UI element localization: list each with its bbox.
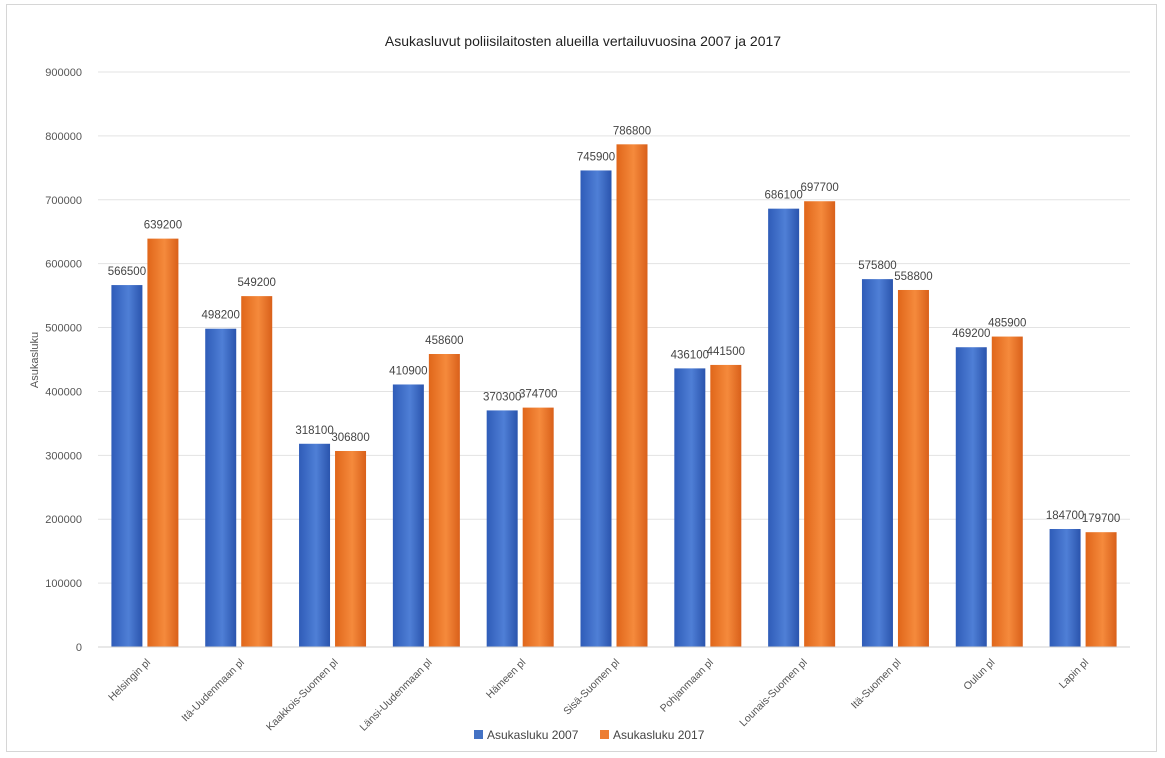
x-category-label: Lounais-Suomen pl	[737, 657, 809, 729]
data-label: 549200	[238, 277, 276, 289]
data-label: 745900	[577, 151, 615, 163]
data-label: 306800	[331, 432, 369, 444]
bar-2017	[335, 450, 367, 647]
y-tick-label: 900000	[45, 67, 82, 79]
x-axis-categories: Helsingin pl Itä-Uudenmaan pl Kaakkois-Suo…	[106, 657, 1091, 734]
legend-swatch	[474, 730, 483, 739]
chart-title: Asukasluvut poliisilaitosten alueilla ve…	[385, 33, 781, 49]
data-label: 410900	[389, 365, 427, 377]
legend-swatch	[600, 730, 609, 739]
x-category-label: Kaakkois-Suomen pl	[264, 657, 341, 734]
bar-2017	[428, 354, 460, 647]
y-tick-label: 0	[76, 642, 82, 654]
bar-2007	[299, 443, 331, 647]
data-label: 469200	[952, 328, 990, 340]
data-label: 374700	[519, 389, 557, 401]
y-axis-label: Asukasluku	[29, 332, 41, 388]
data-label: 639200	[144, 220, 182, 232]
bar-2007	[1049, 528, 1081, 647]
legend-label: Asukasluku 2017	[613, 728, 705, 742]
bar-2007	[861, 279, 893, 647]
data-label: 558800	[894, 271, 932, 283]
legend: Asukasluku 2007 Asukasluku 2017	[474, 728, 705, 742]
data-label: 370300	[483, 391, 521, 403]
x-category-label: Sisä-Suomen pl	[561, 657, 622, 718]
x-category-label: Hämeen pl	[484, 657, 528, 701]
data-label: 441500	[707, 346, 745, 358]
bar-2007	[486, 410, 518, 647]
y-tick-label: 200000	[45, 514, 82, 526]
data-label: 786800	[613, 125, 651, 137]
bar-2017	[522, 407, 554, 647]
x-category-label: Helsingin pl	[106, 657, 153, 704]
bar-2017	[147, 238, 179, 647]
bar-2007	[392, 384, 424, 647]
bar-2017	[804, 201, 836, 647]
y-tick-label: 800000	[45, 131, 82, 143]
y-tick-label: 100000	[45, 578, 82, 590]
bar-2007	[768, 208, 800, 648]
bar-2007	[580, 170, 612, 648]
y-tick-label: 400000	[45, 386, 82, 398]
bar-2007	[205, 328, 237, 647]
x-category-label: Pohjanmaan pl	[658, 657, 716, 715]
legend-label: Asukasluku 2007	[487, 728, 579, 742]
data-label: 184700	[1046, 510, 1084, 522]
y-tick-label: 500000	[45, 323, 82, 335]
y-tick-label: 600000	[45, 259, 82, 271]
x-category-label: Lapin pl	[1057, 657, 1091, 691]
bar-2017	[241, 296, 273, 647]
data-label: 498200	[202, 310, 240, 322]
data-label: 686100	[764, 190, 802, 202]
data-label: 318100	[295, 425, 333, 437]
bar-2017	[897, 289, 929, 647]
y-tick-label: 700000	[45, 195, 82, 207]
bar-2017	[616, 144, 648, 648]
data-label: 697700	[800, 182, 838, 194]
y-tick-label: 300000	[45, 450, 82, 462]
data-label: 575800	[858, 260, 896, 272]
data-label: 458600	[425, 335, 463, 347]
bar-2017	[710, 364, 742, 647]
x-category-label: Itä-Uudenmaan pl	[179, 657, 247, 725]
bar-2017	[1085, 532, 1117, 647]
data-label: 566500	[108, 266, 146, 278]
bar-2017	[991, 336, 1023, 647]
bar-2007	[955, 347, 987, 647]
x-category-label: Oulun pl	[961, 657, 997, 693]
x-category-label: Itä-Suomen pl	[849, 657, 904, 712]
data-label: 436100	[671, 349, 709, 361]
data-label: 179700	[1082, 513, 1120, 525]
x-category-label: Länsi-Uudenmaan pl	[357, 657, 434, 734]
data-label: 485900	[988, 318, 1026, 330]
bar-2007	[111, 285, 143, 647]
bar-2007	[674, 368, 706, 647]
y-axis-ticks: 0 100000 200000 300000 400000 500000 600000 700…	[45, 67, 82, 654]
bars	[111, 144, 1117, 648]
